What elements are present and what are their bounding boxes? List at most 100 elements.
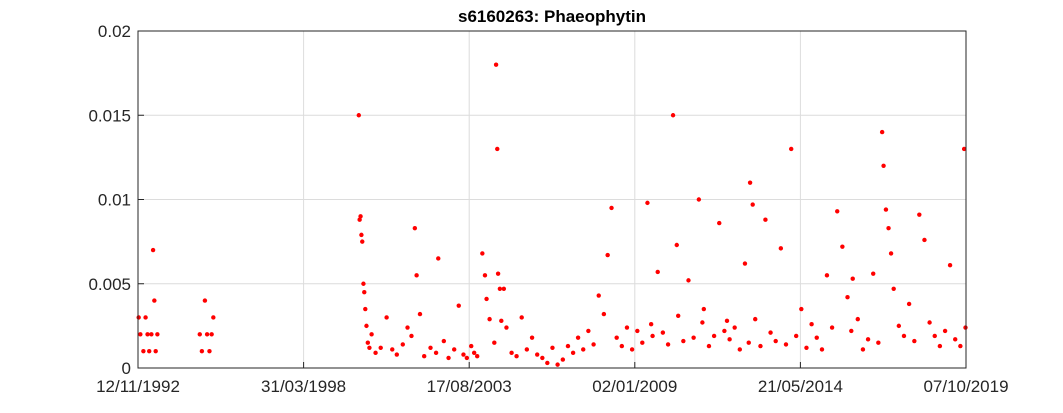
data-point (961, 146, 967, 152)
data-point (495, 146, 500, 152)
data-point (560, 357, 566, 362)
data-point (840, 244, 845, 249)
data-point (700, 320, 705, 325)
data-point (727, 337, 732, 342)
data-point (367, 345, 372, 350)
data-point (145, 332, 150, 337)
data-point (670, 113, 676, 118)
data-point (535, 352, 540, 357)
data-point (378, 345, 383, 350)
data-point (958, 343, 963, 349)
data-point (451, 347, 457, 352)
data-point (750, 202, 755, 207)
data-point (461, 352, 466, 357)
data-point (804, 345, 809, 350)
data-point (773, 338, 778, 344)
data-point (524, 347, 530, 352)
data-point (495, 271, 501, 276)
data-point (405, 325, 410, 330)
data-point (359, 232, 364, 238)
data-point (365, 340, 371, 345)
x-tick-label: 21/05/2014 (758, 377, 843, 396)
data-point (207, 348, 212, 354)
data-point (586, 328, 591, 334)
data-point (917, 212, 922, 217)
data-point (545, 360, 550, 366)
data-point (497, 286, 503, 292)
data-point (428, 345, 433, 350)
data-point (686, 278, 691, 283)
data-point (493, 62, 499, 67)
x-axis-ticks: 12/11/1992 31/03/1998 17/08/2003 02/01/2009… (96, 362, 1009, 396)
y-tick-label: 0 (122, 359, 131, 378)
data-point (737, 347, 743, 352)
data-point (942, 328, 948, 334)
data-point (845, 295, 850, 300)
data-point (724, 318, 730, 324)
data-point (596, 293, 601, 298)
data-point (629, 347, 635, 352)
data-point (753, 316, 758, 322)
data-point (814, 335, 819, 340)
data-point (888, 251, 894, 256)
data-point (799, 306, 804, 312)
data-point (482, 273, 488, 278)
data-point (614, 335, 619, 340)
data-point (504, 325, 509, 330)
data-point (581, 347, 586, 352)
y-tick-label: 0.015 (88, 106, 131, 125)
data-point (550, 345, 555, 350)
data-point (624, 325, 630, 330)
data-point (565, 343, 571, 349)
data-point (484, 296, 489, 302)
data-point (645, 200, 650, 206)
data-point (819, 347, 825, 352)
data-point (570, 350, 576, 356)
data-point (384, 315, 389, 320)
x-tick-label: 07/10/2019 (923, 377, 1008, 396)
data-point (360, 239, 365, 244)
x-tick-label: 12/11/1992 (96, 377, 180, 396)
data-point (487, 316, 492, 322)
data-point (681, 338, 686, 344)
data-point (927, 320, 932, 325)
data-point (209, 332, 214, 337)
data-point (357, 217, 362, 222)
data-point (138, 332, 143, 337)
data-point (480, 251, 485, 256)
data-point (883, 207, 889, 212)
data-point (665, 342, 671, 347)
data-point (660, 330, 666, 335)
data-point (953, 337, 958, 342)
data-point (555, 362, 560, 367)
data-point (696, 197, 702, 202)
data-point (768, 330, 773, 335)
data-point (471, 350, 477, 356)
data-point (202, 298, 208, 303)
data-point (963, 325, 968, 330)
data-point (860, 347, 866, 352)
y-tick-label: 0.02 (98, 22, 131, 41)
data-point (896, 323, 902, 329)
data-point (912, 338, 917, 344)
y-tick-label: 0.01 (98, 191, 131, 210)
data-point (783, 342, 789, 347)
data-point (390, 347, 395, 352)
data-point (722, 328, 727, 334)
data-point (363, 306, 368, 312)
data-point (871, 271, 876, 276)
data-point (400, 342, 405, 347)
data-point (136, 315, 141, 320)
data-point (204, 332, 210, 337)
data-point (155, 332, 160, 337)
data-point (835, 209, 840, 214)
x-tick-label: 02/01/2009 (592, 377, 677, 396)
data-point (601, 311, 607, 317)
data-point (362, 289, 367, 295)
data-point (414, 273, 419, 278)
data-point (469, 343, 474, 349)
data-point (412, 225, 418, 231)
data-point (855, 316, 860, 322)
data-point (499, 318, 504, 324)
